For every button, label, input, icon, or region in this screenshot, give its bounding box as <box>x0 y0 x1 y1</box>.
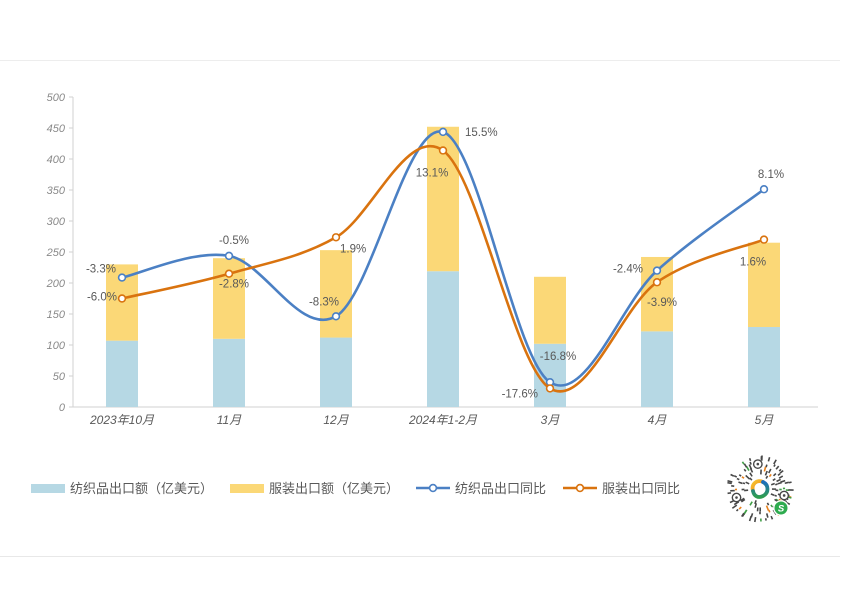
data-label: -0.5% <box>219 235 249 247</box>
line-marker <box>545 384 555 393</box>
apparel-bar-segment <box>748 242 780 328</box>
textile-bar-segment <box>641 331 673 407</box>
y-axis-tick-label: 100 <box>47 340 66 352</box>
data-label: -8.3% <box>309 296 339 308</box>
data-label: 1.9% <box>340 243 366 255</box>
line-marker <box>331 233 341 242</box>
textile-bar-segment <box>748 327 780 407</box>
data-label: 13.1% <box>416 167 449 179</box>
y-axis-tick-label: 200 <box>46 278 66 290</box>
apparel-line-marker-icon <box>563 483 598 492</box>
legend-label: 服装出口额（亿美元） <box>269 481 400 496</box>
data-label: -3.9% <box>647 297 677 309</box>
line-marker <box>117 294 127 303</box>
y-axis-tick-label: 450 <box>47 123 66 135</box>
line-marker <box>438 127 448 137</box>
apparel-bar-segment <box>534 276 566 344</box>
legend-label: 纺织品出口同比 <box>455 481 547 496</box>
qr-badge: S <box>773 500 789 516</box>
y-axis-tick-label: 400 <box>47 154 66 166</box>
apparel-bar-swatch-icon <box>230 483 265 493</box>
y-axis-tick-label: 50 <box>53 371 66 383</box>
legend-item-apparel-yoy: 服装出口同比 <box>563 478 680 497</box>
apparel-yoy-line <box>120 144 766 393</box>
legend: 纺织品出口额（亿美元） 服装出口额（亿美元） 纺织品出口同比 服装出口同比 <box>31 478 680 497</box>
x-axis-category-label: 2024年1-2月 <box>408 413 478 427</box>
y-axis-tick-label: 0 <box>59 402 66 414</box>
legend-item-apparel-export: 服装出口额（亿美元） <box>230 478 399 497</box>
line-marker <box>224 251 234 261</box>
apparel-bar-segment <box>320 250 352 338</box>
data-label: -6.0% <box>87 292 117 304</box>
x-axis-category-label: 3月 <box>541 413 561 427</box>
line-marker <box>438 146 448 155</box>
textile-bar-segment <box>106 340 138 407</box>
data-label: 8.1% <box>758 169 784 181</box>
qr-badge-glyph: S <box>778 503 785 514</box>
data-label: -3.3% <box>86 264 116 276</box>
line-marker <box>117 273 127 282</box>
y-axis-tick-label: 300 <box>47 216 66 228</box>
x-axis-category-label: 11月 <box>217 413 242 427</box>
textile-bar-segment <box>427 271 459 407</box>
legend-label: 纺织品出口额（亿美元） <box>70 481 214 496</box>
line-marker <box>759 235 769 244</box>
data-label: -2.4% <box>613 264 643 276</box>
textile-bar-swatch-icon <box>31 483 65 493</box>
y-axis-tick-label: 150 <box>47 309 66 321</box>
data-label: -16.8% <box>540 351 576 363</box>
textile-line-marker-icon <box>416 483 451 492</box>
y-axis-tick-label: 500 <box>47 92 66 104</box>
data-label: -17.6% <box>502 388 538 400</box>
y-axis-tick-label: 250 <box>46 247 66 259</box>
textile-yoy-line <box>120 130 766 387</box>
qr-logo-swirl <box>751 480 770 499</box>
x-axis-category-label: 12月 <box>323 413 349 427</box>
line-marker <box>652 266 662 275</box>
textile-bar-segment <box>213 338 245 407</box>
textile-bar-segment <box>320 337 352 407</box>
qr-code: S <box>727 455 794 523</box>
line-marker <box>224 269 234 278</box>
x-axis-category-label: 5月 <box>755 413 775 427</box>
line-marker <box>331 312 341 321</box>
x-axis-category-label: 4月 <box>648 413 668 427</box>
chart-card <box>0 60 840 557</box>
line-marker <box>652 278 662 287</box>
legend-item-textile-export: 纺织品出口额（亿美元） <box>31 478 213 497</box>
data-label: 1.6% <box>740 257 766 269</box>
data-label: -2.8% <box>219 279 249 291</box>
y-axis-tick-label: 350 <box>47 185 66 197</box>
legend-item-textile-yoy: 纺织品出口同比 <box>416 478 546 497</box>
data-label: 15.5% <box>465 127 498 139</box>
legend-label: 服装出口同比 <box>602 481 681 496</box>
line-marker <box>759 185 769 194</box>
x-axis-category-label: 2023年10月 <box>89 413 155 427</box>
